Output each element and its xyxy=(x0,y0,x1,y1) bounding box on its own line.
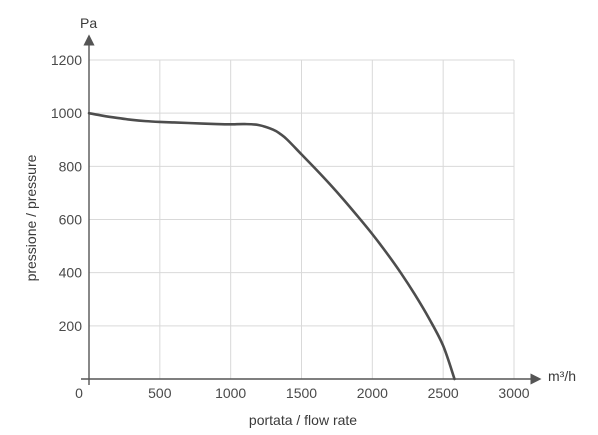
x-axis-title: portata / flow rate xyxy=(249,412,357,428)
axes xyxy=(81,34,542,385)
x-tick-label: 3000 xyxy=(498,385,529,401)
x-tick-label: 0 xyxy=(75,385,83,401)
x-tick-label: 1500 xyxy=(286,385,317,401)
y-axis-title: pressione / pressure xyxy=(23,154,39,281)
tick-labels: 0 500 1000 1500 2000 2500 3000 200 400 600 800 1000… xyxy=(51,52,530,401)
x-tick-label: 2500 xyxy=(428,385,459,401)
x-unit-label: m³/h xyxy=(548,368,576,384)
series-layer xyxy=(87,111,456,381)
y-tick-label: 600 xyxy=(59,212,83,228)
y-tick-label: 200 xyxy=(59,318,83,334)
x-tick-label: 500 xyxy=(148,385,172,401)
y-tick-label: 800 xyxy=(59,158,83,174)
grid xyxy=(89,59,515,379)
y-tick-label: 1000 xyxy=(51,105,82,121)
y-tick-label: 1200 xyxy=(51,52,82,68)
series-line xyxy=(87,111,456,381)
y-tick-label: 400 xyxy=(59,265,83,281)
x-tick-label: 2000 xyxy=(357,385,388,401)
x-tick-label: 1000 xyxy=(215,385,246,401)
y-unit-label: Pa xyxy=(80,15,97,31)
